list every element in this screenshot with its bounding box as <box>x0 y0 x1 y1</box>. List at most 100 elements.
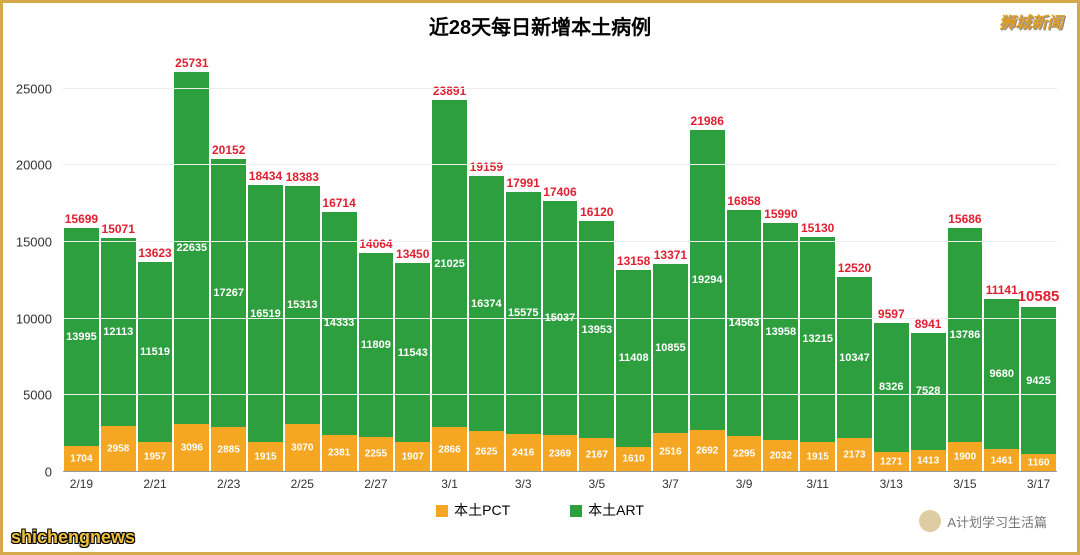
bar-segment-pct: 1957 <box>138 442 173 472</box>
bar-stack: 11408161013158 <box>616 270 651 472</box>
x-tick-label: 2/23 <box>210 477 247 497</box>
bar-segment-pct-label: 1271 <box>880 457 902 468</box>
bar-slot: 13786190015686 <box>947 58 984 472</box>
bar-segment-pct: 1915 <box>800 442 835 472</box>
bar-segment-pct-label: 2625 <box>475 446 497 457</box>
y-tick-label: 25000 <box>16 81 52 96</box>
legend-swatch <box>436 505 448 517</box>
grid-line <box>63 394 1057 395</box>
y-tick-label: 0 <box>45 465 52 480</box>
bar-slot: 13953216716120 <box>578 58 615 472</box>
bar-stack: 9425116010585 <box>1021 307 1056 472</box>
x-tick-label: 3/17 <box>1020 477 1057 497</box>
bar-segment-pct-label: 1915 <box>807 452 829 463</box>
bar-total-label: 13450 <box>396 247 429 261</box>
bar-segment-art: 10855 <box>653 264 688 433</box>
bar-segment-art: 15313 <box>285 186 320 424</box>
x-tick-label: 3/5 <box>578 477 615 497</box>
bar-segment-pct-label: 2295 <box>733 449 755 460</box>
bar-segment-pct: 2516 <box>653 433 688 472</box>
bar-slot: 10347217312520 <box>836 58 873 472</box>
bar-stack: 12113295815071 <box>101 238 136 472</box>
bar-segment-art-label: 14333 <box>324 317 355 329</box>
bar-segment-art-label: 16374 <box>471 298 502 310</box>
watermark-top-right: 狮城新闻 <box>999 9 1063 33</box>
bar-slot: 14333238116714 <box>321 58 358 472</box>
bar-segment-art-label: 13995 <box>66 331 97 343</box>
bar-segment-pct: 2958 <box>101 426 136 472</box>
grid-line <box>63 241 1057 242</box>
bar-stack: 17267288520152 <box>211 159 246 472</box>
bar-slot: 16374 2625 19159 <box>468 58 505 472</box>
x-baseline <box>63 471 1057 472</box>
bar-total-label: 15699 <box>65 212 98 226</box>
bar-stack: 11519195713623 <box>138 262 173 472</box>
bar-total-label: 16714 <box>322 196 355 210</box>
bar-stack: 13995170415699 <box>64 228 99 472</box>
y-tick-label: 20000 <box>16 158 52 173</box>
bar-segment-art: 13953 <box>579 221 614 438</box>
bar-total-label: 10585 <box>1018 288 1060 305</box>
bar-segment-pct: 1461 <box>984 449 1019 472</box>
bar-segment-pct: 2369 <box>543 435 578 472</box>
bar-segment-art-label: 10347 <box>839 352 870 364</box>
y-tick-label: 5000 <box>23 388 52 403</box>
watermark-bottom-right: A计划学习生活篇 <box>919 510 1047 532</box>
x-tick-label: 2/21 <box>137 477 174 497</box>
bar-stack: 832612719597 <box>874 323 909 472</box>
bar-slot: 752814138941 <box>910 58 947 472</box>
bar-segment-pct: 2167 <box>579 438 614 472</box>
bar-slot: 21025286623891 <box>431 58 468 472</box>
watermark-bottom-right-text: A计划学习生活篇 <box>947 512 1047 531</box>
bar-segment-pct-label: 1413 <box>917 456 939 467</box>
bar-total-label: 15071 <box>102 222 135 236</box>
bar-stack: 13786190015686 <box>948 228 983 472</box>
bar-total-label: 15990 <box>764 207 797 221</box>
bar-stack: 13958203215990 <box>763 223 798 472</box>
bar-segment-pct-label: 1915 <box>254 452 276 463</box>
legend-label: 本土ART <box>588 502 644 518</box>
chart-frame: 近28天每日新增本土病例 狮城新闻 0500010000150002000025… <box>0 0 1080 555</box>
bar-stack: 19294269221986 <box>690 130 725 472</box>
bar-total-label: 25731 <box>175 56 208 70</box>
bar-segment-pct: 1271 <box>874 452 909 472</box>
x-tick-label: 3/1 <box>431 477 468 497</box>
bar-segment-art: 11408 <box>616 270 651 447</box>
bar-segment-art-label: 14563 <box>729 317 760 329</box>
bar-segment-pct-label: 2369 <box>549 448 571 459</box>
bar-segment-pct-label: 1704 <box>70 453 92 464</box>
legend-item: 本土ART <box>570 500 644 520</box>
bar-total-label: 19159 <box>470 160 503 174</box>
bar-total-label: 13158 <box>617 254 650 268</box>
bar-segment-art-label: 11809 <box>361 339 391 351</box>
x-tick-label: 3/15 <box>947 477 984 497</box>
bar-segment-pct: 1900 <box>948 442 983 472</box>
bar-segment-pct-label: 1907 <box>402 452 424 463</box>
bar-stack: 21025286623891 <box>432 100 467 472</box>
x-tick-label: 3/7 <box>652 477 689 497</box>
bar-total-label: 18434 <box>249 169 282 183</box>
bar-segment-art: 17267 <box>211 159 246 428</box>
bar-slot: 13958203215990 <box>762 58 799 472</box>
bar-slot: 19294269221986 <box>689 58 726 472</box>
bar-stack: 16374262519159 <box>469 176 504 472</box>
bar-segment-pct: 2255 <box>359 437 394 472</box>
bar-segment-art: 21025 <box>432 100 467 427</box>
bar-segment-pct: 2866 <box>432 427 467 472</box>
bar-slot: 16519 1915 18434 <box>247 58 284 472</box>
bar-segment-art: 11809 <box>359 253 394 437</box>
bar-stack: 15313307018383 <box>285 186 320 472</box>
bar-segment-art: 13995 <box>64 228 99 446</box>
bar-segment-art-label: 17267 <box>213 287 244 299</box>
bar-segment-pct: 3096 <box>174 424 209 472</box>
bar-segment-pct-label: 2692 <box>696 446 718 457</box>
bar-segment-pct: 1907 <box>395 442 430 472</box>
legend-label: 本土PCT <box>454 502 510 518</box>
bar-segment-pct: 2416 <box>506 434 541 472</box>
bar-segment-pct-label: 2032 <box>770 451 792 462</box>
bar-segment-pct: 2625 <box>469 431 504 472</box>
bar-segment-art: 16519 <box>248 185 283 442</box>
bar-segment-art: 7528 <box>911 333 946 450</box>
bar-segment-pct-label: 2866 <box>438 444 460 455</box>
chart-title: 近28天每日新增本土病例 <box>3 3 1077 40</box>
